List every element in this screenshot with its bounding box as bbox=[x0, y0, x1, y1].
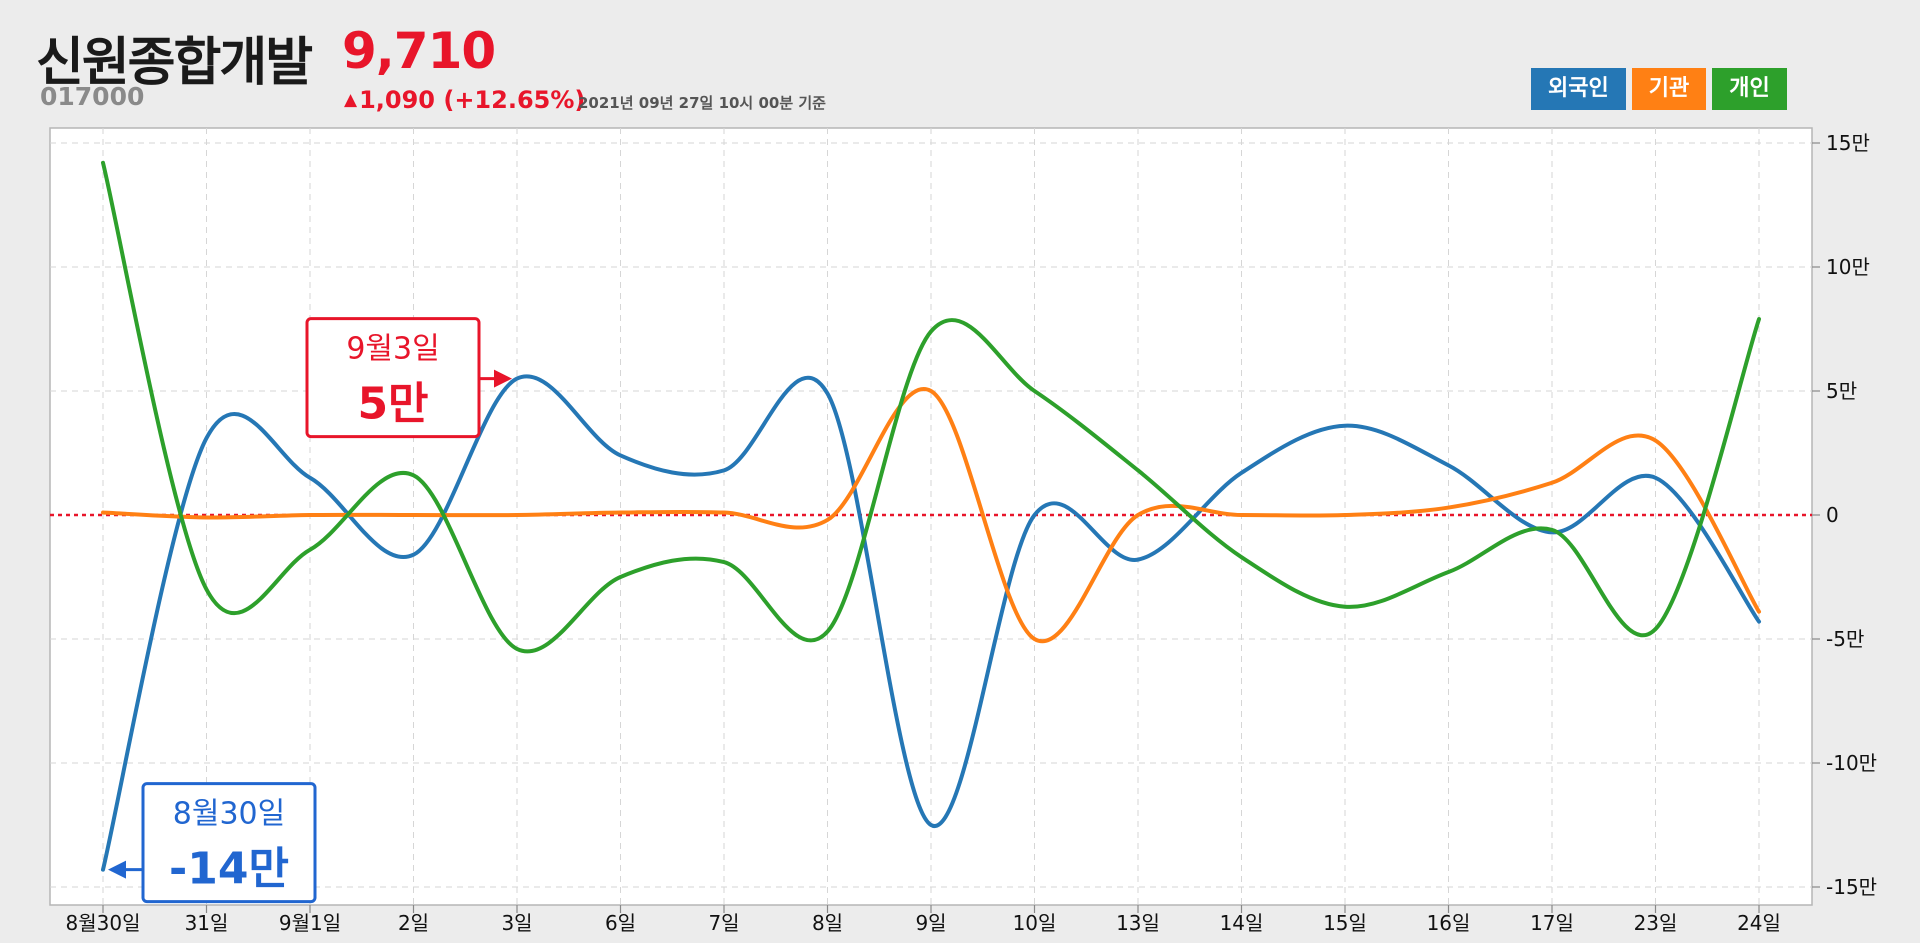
stock-name: 신원종합개발 bbox=[36, 33, 313, 93]
chart-header: 신원종합개발 017000 9,710 ▲1,090 (+12.65%) 202… bbox=[0, 0, 1920, 128]
x-tick-label: 23일 bbox=[1634, 911, 1678, 935]
y-tick-label: 0 bbox=[1826, 503, 1839, 527]
y-tick-label: -5만 bbox=[1826, 627, 1864, 651]
y-tick-label: 10만 bbox=[1826, 255, 1870, 279]
x-tick-label: 15일 bbox=[1323, 911, 1367, 935]
timestamp: 2021년 09년 27일 10시 00분 기준 bbox=[578, 94, 826, 112]
x-tick-label: 17일 bbox=[1530, 911, 1574, 935]
x-tick-label: 16일 bbox=[1427, 911, 1471, 935]
x-tick-label: 8일 bbox=[812, 911, 843, 935]
annotation-date-label: 9월3일 bbox=[346, 332, 439, 367]
x-tick-label: 9월1일 bbox=[279, 911, 341, 935]
x-tick-label: 14일 bbox=[1220, 911, 1264, 935]
annotation-value-label: -14만 bbox=[169, 844, 289, 895]
x-tick-label: 31일 bbox=[185, 911, 229, 935]
chart-legend: 외국인 기관 개인 bbox=[1531, 68, 1787, 110]
stock-price: 9,710 bbox=[342, 22, 496, 80]
x-tick-label: 7일 bbox=[708, 911, 739, 935]
annotation-box bbox=[141, 782, 317, 904]
series-line-individual bbox=[101, 160, 1761, 654]
x-tick-label: 10일 bbox=[1013, 911, 1057, 935]
series-line-foreign bbox=[101, 374, 1761, 872]
x-tick-label: 13일 bbox=[1116, 911, 1160, 935]
y-tick-label: 15만 bbox=[1826, 131, 1870, 155]
annotation-value-label: 5만 bbox=[357, 379, 428, 430]
x-tick-label: 24일 bbox=[1737, 911, 1781, 935]
y-tick-label: 5만 bbox=[1826, 379, 1857, 403]
x-tick-label: 3일 bbox=[501, 911, 532, 935]
x-tick-label: 2일 bbox=[398, 911, 429, 935]
price-change-value: 1,090 (+12.65%) bbox=[359, 86, 586, 114]
stock-code: 017000 bbox=[40, 82, 145, 111]
price-change: ▲1,090 (+12.65%) bbox=[344, 86, 585, 114]
x-tick-label: 6일 bbox=[605, 911, 636, 935]
series-line-institution bbox=[101, 386, 1761, 644]
legend-item-foreign[interactable]: 외국인 bbox=[1531, 68, 1626, 110]
y-tick-label: -10만 bbox=[1826, 751, 1877, 775]
up-arrow-icon: ▲ bbox=[344, 90, 358, 110]
x-tick-label: 9일 bbox=[915, 911, 946, 935]
legend-item-institution[interactable]: 기관 bbox=[1631, 68, 1707, 110]
x-tick-label: 8월30일 bbox=[66, 911, 141, 935]
annotation-date-label: 8월30일 bbox=[173, 797, 285, 832]
legend-item-individual[interactable]: 개인 bbox=[1712, 68, 1787, 110]
y-tick-label: -15만 bbox=[1826, 875, 1877, 899]
